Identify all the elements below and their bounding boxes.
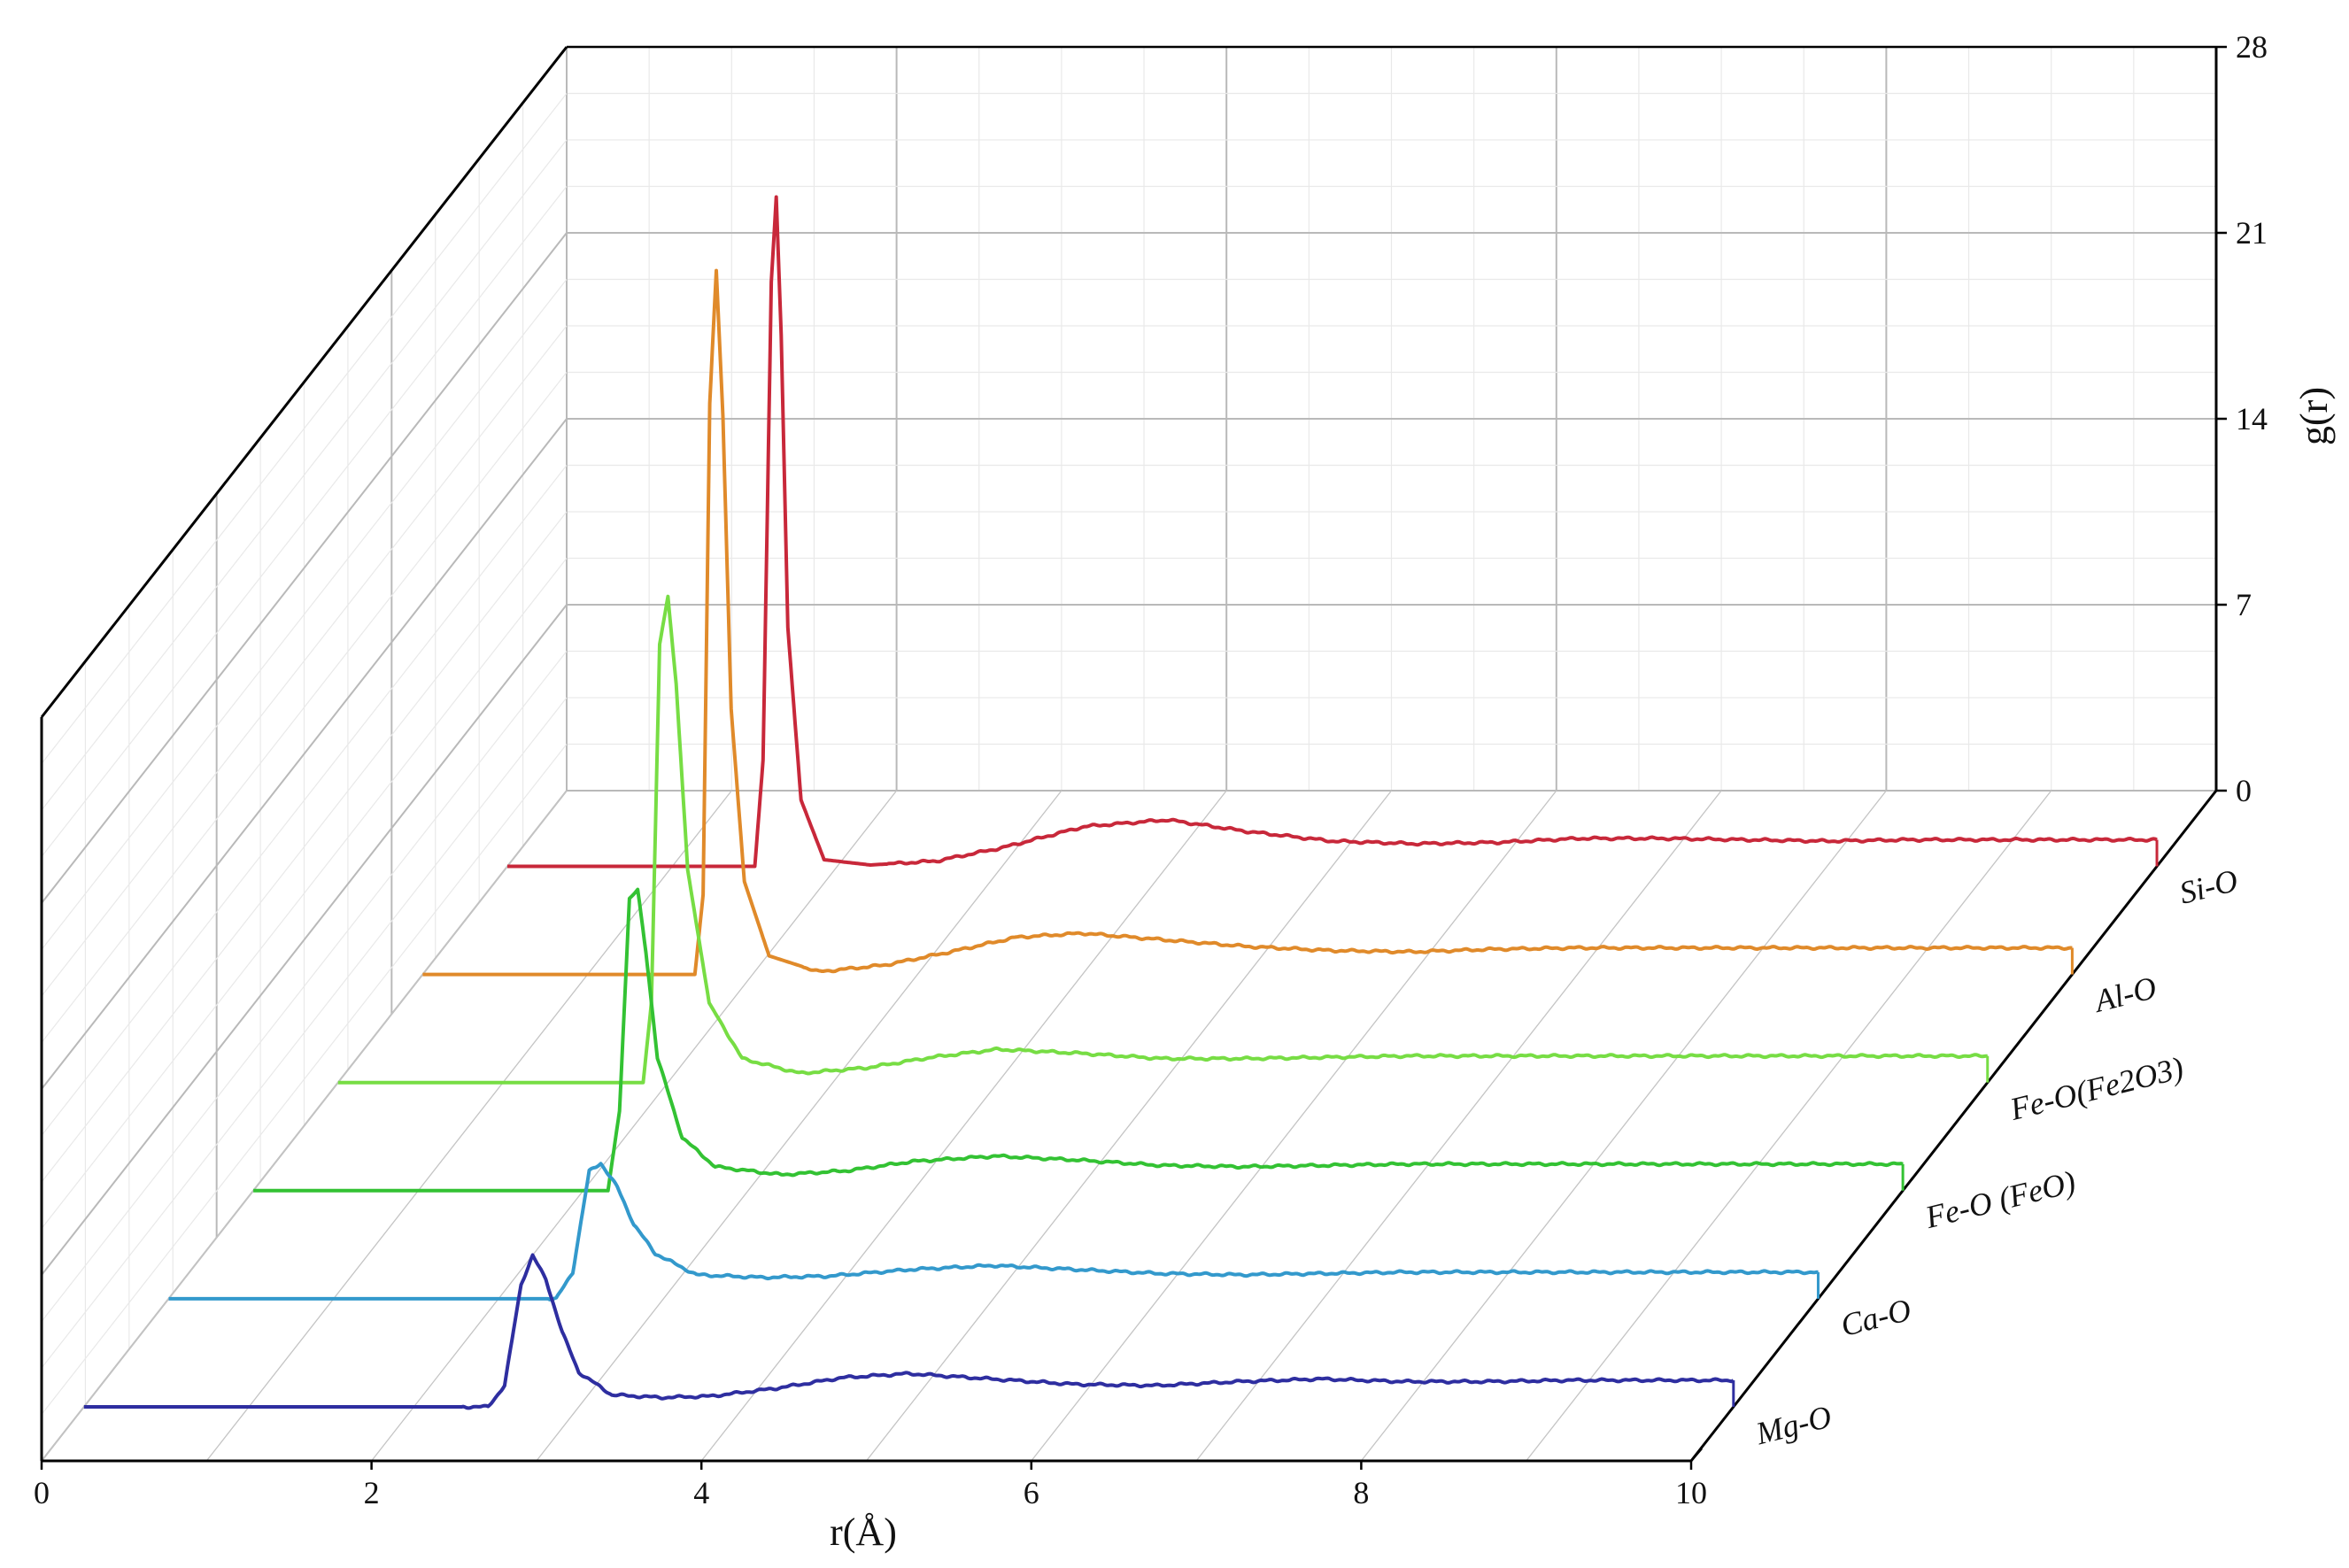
series-labels: Si-O Al-O Fe-O(Fe2O3) Fe-O (FeO) Ca-O Mg-O bbox=[1751, 862, 2241, 1452]
series-line bbox=[253, 887, 1904, 1193]
x-tick-label: 10 bbox=[1675, 1475, 1707, 1510]
x-tick-label: 2 bbox=[364, 1475, 380, 1510]
floor-gridline bbox=[700, 790, 1227, 1462]
side-wall-gridline bbox=[41, 744, 568, 1415]
side-wall-gridline bbox=[41, 325, 568, 997]
y-tick-label: 14 bbox=[2236, 401, 2268, 436]
series-layer bbox=[83, 195, 2159, 1410]
side-wall-gridline bbox=[41, 279, 568, 950]
floor-gridline bbox=[1526, 790, 2052, 1462]
series-label: Si-O bbox=[2176, 862, 2242, 911]
floor-gridline bbox=[41, 790, 568, 1462]
side-wall-gridline bbox=[41, 93, 568, 764]
grid-layer bbox=[41, 46, 2217, 1462]
series-line bbox=[168, 1162, 1819, 1302]
side-wall-gridline bbox=[41, 139, 568, 811]
series-label: Fe-O(Fe2O3) bbox=[2005, 1050, 2187, 1127]
y-tick-labels: 0 7 14 21 28 bbox=[2236, 29, 2268, 808]
corner-tick bbox=[1690, 1448, 1703, 1462]
x-tick-label: 0 bbox=[34, 1475, 50, 1510]
x-tick-label: 8 bbox=[1353, 1475, 1369, 1510]
y-tick-label: 21 bbox=[2236, 215, 2268, 251]
floor-gridline bbox=[205, 790, 732, 1462]
series-line bbox=[83, 1253, 1735, 1410]
series-label: Al-O bbox=[2090, 969, 2160, 1019]
axes-layer bbox=[40, 45, 2227, 1470]
side-wall-gridline bbox=[41, 697, 568, 1369]
y-tick-label: 28 bbox=[2236, 29, 2268, 65]
series-line bbox=[506, 195, 2158, 869]
side-wall-gridline bbox=[41, 604, 568, 1276]
x-axis-title: r(Å) bbox=[830, 1510, 897, 1554]
floor-gridline bbox=[865, 790, 1393, 1462]
side-wall-gridline bbox=[41, 465, 568, 1136]
y-tick-label: 7 bbox=[2236, 587, 2252, 622]
side-wall-gridline bbox=[41, 372, 568, 1043]
x-tick-label: 6 bbox=[1024, 1475, 1039, 1510]
series-label: Mg-O bbox=[1751, 1399, 1835, 1452]
side-wall-gridline bbox=[41, 418, 568, 1090]
side-wall-gridline bbox=[41, 558, 568, 1229]
x-tick-label: 4 bbox=[693, 1475, 709, 1510]
series-line bbox=[337, 594, 1988, 1085]
y-axis-title: g(r) bbox=[2292, 387, 2336, 445]
floor-gridline bbox=[371, 790, 898, 1462]
side-wall-gridline bbox=[41, 511, 568, 1183]
side-wall-gridline bbox=[41, 186, 568, 857]
side-wall-gridline bbox=[41, 651, 568, 1322]
series-label: Ca-O bbox=[1837, 1292, 1914, 1343]
floor-gridline bbox=[536, 790, 1062, 1462]
floor-gridline bbox=[1360, 790, 1887, 1462]
floor-gridline bbox=[1195, 790, 1722, 1462]
floor-gridline bbox=[1031, 790, 1557, 1462]
x-tick-labels: 0 2 4 6 8 10 bbox=[34, 1475, 1707, 1510]
right-floor-edge bbox=[1689, 790, 2218, 1462]
y-tick-label: 0 bbox=[2236, 773, 2252, 808]
series-label: Fe-O (FeO) bbox=[1921, 1163, 2079, 1235]
top-left-edge bbox=[40, 46, 568, 718]
side-wall-gridline bbox=[41, 232, 568, 904]
